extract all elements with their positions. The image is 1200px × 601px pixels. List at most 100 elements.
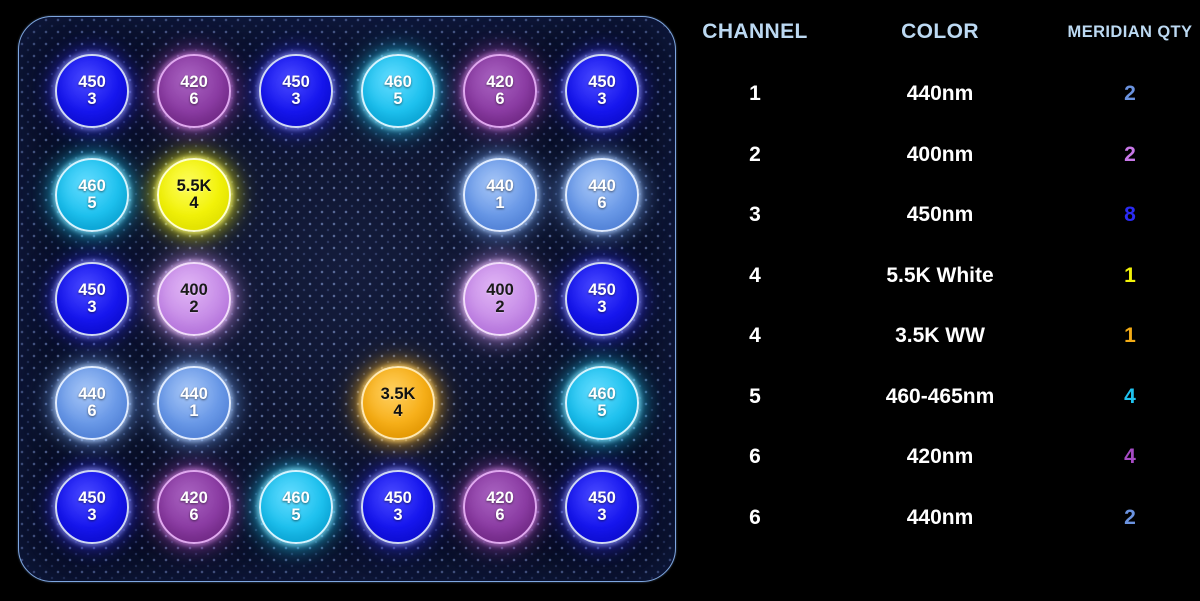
cell-channel: 2 bbox=[749, 142, 761, 166]
led-cell: 450 3 bbox=[41, 39, 143, 143]
cell-color: 5.5K White bbox=[886, 263, 994, 287]
led-420nm[interactable]: 420 6 bbox=[463, 470, 537, 544]
led-cell bbox=[245, 247, 347, 351]
led-460nm[interactable]: 460 5 bbox=[361, 54, 435, 128]
led-450nm[interactable]: 450 3 bbox=[565, 470, 639, 544]
led-450nm[interactable]: 450 3 bbox=[361, 470, 435, 544]
cell-color: 400nm bbox=[906, 142, 974, 166]
cell-color: 440nm bbox=[906, 505, 974, 529]
led-wavelength-label: 450 bbox=[588, 72, 616, 91]
led-400nm[interactable]: 400 2 bbox=[463, 262, 537, 336]
led-channel-label: 3 bbox=[597, 90, 607, 108]
led-wavelength-label: 460 bbox=[78, 176, 106, 195]
led-cell: 460 5 bbox=[551, 351, 653, 455]
led-channel-label: 6 bbox=[597, 194, 607, 212]
led-cell: 420 6 bbox=[449, 39, 551, 143]
cell-qty: 2 bbox=[1124, 82, 1136, 106]
led-450nm[interactable]: 450 3 bbox=[55, 262, 129, 336]
led-channel-label: 6 bbox=[87, 402, 97, 420]
led-wavelength-label: 450 bbox=[78, 488, 106, 507]
led-cell bbox=[347, 143, 449, 247]
led-channel-label: 2 bbox=[189, 298, 199, 316]
led-channel-label: 6 bbox=[495, 90, 505, 108]
led-cell bbox=[449, 351, 551, 455]
led-3.5K[interactable]: 3.5K 4 bbox=[361, 366, 435, 440]
cell-color: 420nm bbox=[906, 445, 974, 469]
led-grid: 450 3 420 6 450 3 460 5 420 6 450 3 460 5 5.5K 4 440 1 440… bbox=[41, 39, 653, 559]
led-wavelength-label: 450 bbox=[78, 72, 106, 91]
cell-color: 450nm bbox=[906, 203, 974, 227]
led-460nm[interactable]: 460 5 bbox=[259, 470, 333, 544]
table-body: 1 440nm 2 2 400nm 2 3 450nm 8 4 5.5K White 1 4 3.5K W… bbox=[690, 64, 1200, 548]
led-cell: 440 6 bbox=[551, 143, 653, 247]
column-header-color: COLOR bbox=[901, 20, 979, 43]
led-channel-label: 3 bbox=[291, 90, 301, 108]
led-440nm[interactable]: 440 1 bbox=[463, 158, 537, 232]
channel-spec-table: CHANNEL COLOR MERIDIAN QTY 1 440nm 2 2 400nm… bbox=[690, 0, 1200, 548]
led-440nm[interactable]: 440 6 bbox=[565, 158, 639, 232]
led-5.5K[interactable]: 5.5K 4 bbox=[157, 158, 231, 232]
led-cell: 450 3 bbox=[245, 39, 347, 143]
cell-qty: 1 bbox=[1124, 263, 1136, 287]
led-channel-label: 5 bbox=[393, 90, 403, 108]
led-cell: 440 1 bbox=[449, 143, 551, 247]
led-440nm[interactable]: 440 1 bbox=[157, 366, 231, 440]
table-row: 2 400nm 2 bbox=[690, 125, 1200, 186]
cell-channel: 4 bbox=[749, 263, 761, 287]
led-cell: 450 3 bbox=[551, 455, 653, 559]
led-cell: 450 3 bbox=[347, 455, 449, 559]
table-row: 6 420nm 4 bbox=[690, 427, 1200, 488]
led-channel-label: 6 bbox=[189, 506, 199, 524]
table-header: CHANNEL COLOR MERIDIAN QTY bbox=[690, 0, 1200, 64]
led-450nm[interactable]: 450 3 bbox=[55, 54, 129, 128]
led-420nm[interactable]: 420 6 bbox=[463, 54, 537, 128]
led-channel-label: 4 bbox=[189, 194, 199, 212]
led-channel-label: 3 bbox=[597, 298, 607, 316]
led-cell: 440 6 bbox=[41, 351, 143, 455]
led-wavelength-label: 5.5K bbox=[176, 176, 212, 195]
cell-color: 440nm bbox=[906, 82, 974, 106]
cell-qty: 1 bbox=[1124, 324, 1136, 348]
led-channel-label: 5 bbox=[597, 402, 607, 420]
led-channel-label: 3 bbox=[87, 506, 97, 524]
led-450nm[interactable]: 450 3 bbox=[565, 262, 639, 336]
led-wavelength-label: 420 bbox=[180, 72, 208, 91]
led-cell: 3.5K 4 bbox=[347, 351, 449, 455]
cell-qty: 2 bbox=[1124, 142, 1136, 166]
led-wavelength-label: 450 bbox=[588, 280, 616, 299]
led-wavelength-label: 460 bbox=[282, 488, 310, 507]
led-panel: 450 3 420 6 450 3 460 5 420 6 450 3 460 5 5.5K 4 440 1 440… bbox=[18, 16, 676, 582]
cell-qty: 2 bbox=[1124, 505, 1136, 529]
led-wavelength-label: 420 bbox=[486, 488, 514, 507]
led-channel-label: 3 bbox=[87, 90, 97, 108]
led-440nm[interactable]: 440 6 bbox=[55, 366, 129, 440]
led-cell: 420 6 bbox=[143, 455, 245, 559]
led-cell: 450 3 bbox=[551, 247, 653, 351]
table-row: 1 440nm 2 bbox=[690, 64, 1200, 125]
cell-channel: 3 bbox=[749, 203, 761, 227]
led-420nm[interactable]: 420 6 bbox=[157, 54, 231, 128]
cell-qty: 4 bbox=[1124, 384, 1136, 408]
table-row: 3 450nm 8 bbox=[690, 185, 1200, 246]
led-420nm[interactable]: 420 6 bbox=[157, 470, 231, 544]
led-cell: 400 2 bbox=[449, 247, 551, 351]
led-450nm[interactable]: 450 3 bbox=[55, 470, 129, 544]
led-450nm[interactable]: 450 3 bbox=[259, 54, 333, 128]
led-450nm[interactable]: 450 3 bbox=[565, 54, 639, 128]
led-wavelength-label: 420 bbox=[180, 488, 208, 507]
led-cell: 400 2 bbox=[143, 247, 245, 351]
led-cell: 450 3 bbox=[551, 39, 653, 143]
led-wavelength-label: 460 bbox=[384, 72, 412, 91]
led-channel-label: 3 bbox=[87, 298, 97, 316]
panel-region: 450 3 420 6 450 3 460 5 420 6 450 3 460 5 5.5K 4 440 1 440… bbox=[18, 16, 676, 582]
led-460nm[interactable]: 460 5 bbox=[565, 366, 639, 440]
led-cell bbox=[245, 351, 347, 455]
led-channel-label: 6 bbox=[495, 506, 505, 524]
led-cell: 460 5 bbox=[41, 143, 143, 247]
led-cell: 450 3 bbox=[41, 455, 143, 559]
led-channel-label: 3 bbox=[393, 506, 403, 524]
header-row: CHANNEL COLOR MERIDIAN QTY bbox=[690, 0, 1200, 64]
led-460nm[interactable]: 460 5 bbox=[55, 158, 129, 232]
cell-channel: 4 bbox=[749, 324, 761, 348]
led-400nm[interactable]: 400 2 bbox=[157, 262, 231, 336]
